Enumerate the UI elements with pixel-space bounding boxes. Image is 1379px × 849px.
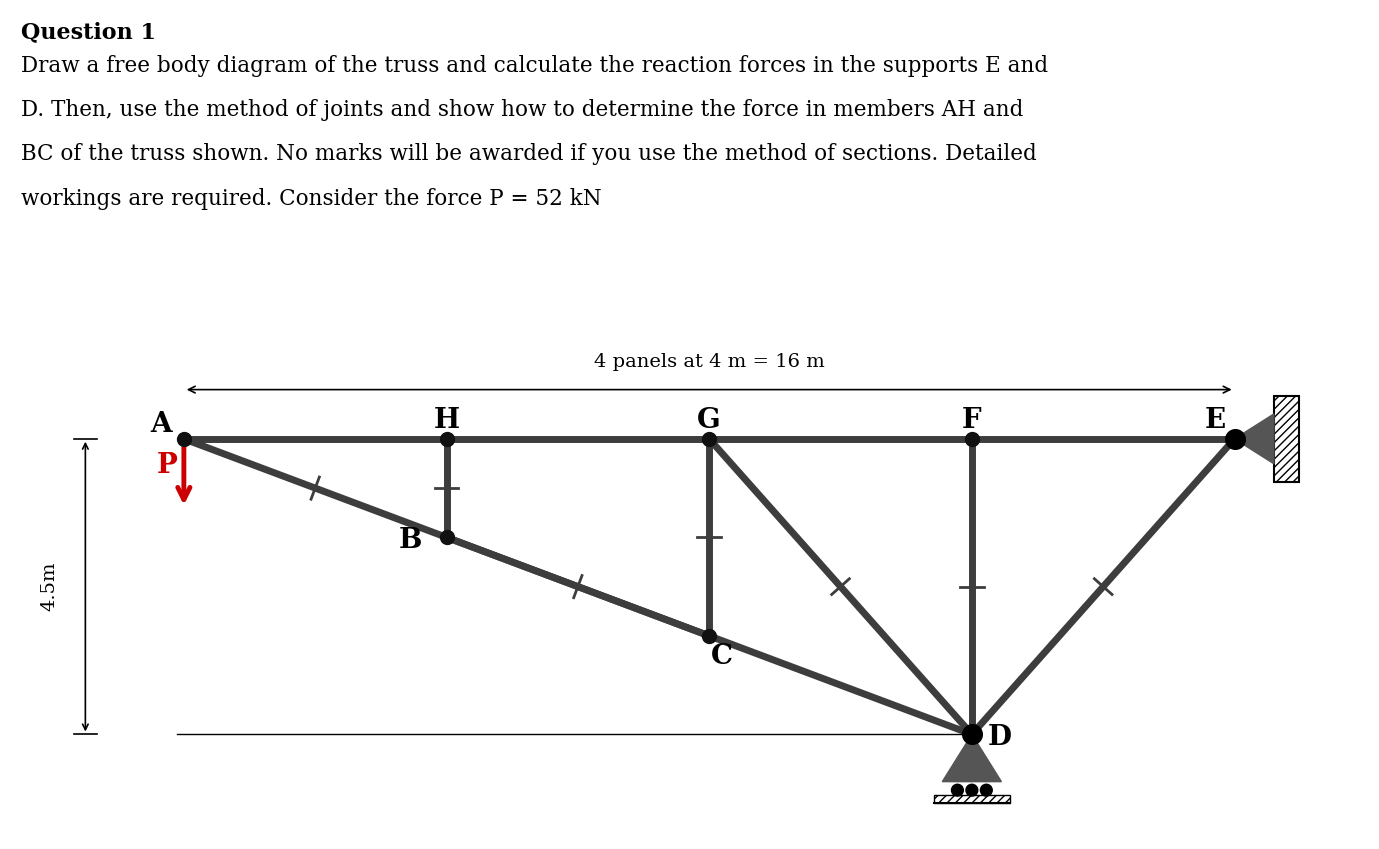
Point xyxy=(1223,432,1245,446)
Text: Draw a free body diagram of the truss and calculate the reaction forces in the s: Draw a free body diagram of the truss an… xyxy=(21,55,1048,77)
Text: F: F xyxy=(963,407,982,434)
Bar xyxy=(934,796,1009,803)
Text: D: D xyxy=(987,724,1011,751)
Point xyxy=(698,432,720,446)
Bar xyxy=(1274,396,1299,481)
Point xyxy=(172,432,194,446)
Point xyxy=(961,432,983,446)
Text: G: G xyxy=(698,407,721,434)
Text: 4 panels at 4 m = 16 m: 4 panels at 4 m = 16 m xyxy=(594,353,825,371)
Text: B: B xyxy=(399,527,422,554)
Circle shape xyxy=(965,784,978,796)
Text: E: E xyxy=(1204,407,1226,434)
Point xyxy=(961,728,983,741)
Polygon shape xyxy=(1234,414,1274,464)
Circle shape xyxy=(952,784,964,796)
Point xyxy=(436,432,458,446)
Polygon shape xyxy=(942,734,1001,782)
Text: A: A xyxy=(150,411,172,438)
Text: BC of the truss shown. No marks will be awarded if you use the method of section: BC of the truss shown. No marks will be … xyxy=(21,143,1037,166)
Point xyxy=(436,531,458,544)
Circle shape xyxy=(980,784,993,796)
Text: P: P xyxy=(156,452,177,479)
Text: H: H xyxy=(433,407,459,434)
Text: C: C xyxy=(712,644,734,671)
Point xyxy=(698,629,720,643)
Text: D. Then, use the method of joints and show how to determine the force in members: D. Then, use the method of joints and sh… xyxy=(21,99,1023,121)
Text: 4.5m: 4.5m xyxy=(40,562,58,611)
Text: Question 1: Question 1 xyxy=(21,21,156,43)
Text: workings are required. Consider the force P = 52 kN: workings are required. Consider the forc… xyxy=(21,188,601,210)
